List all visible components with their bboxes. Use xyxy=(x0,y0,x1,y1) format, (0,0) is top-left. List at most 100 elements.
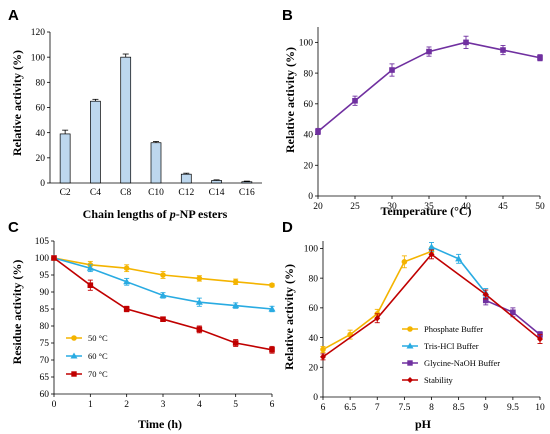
chart-c-series xyxy=(50,254,276,313)
chart-c-ytick-label: 95 xyxy=(40,271,50,281)
chart-c-point xyxy=(159,291,167,298)
chart-d-ytick-label: 100 xyxy=(304,245,319,255)
legend-label-glycine: Glycine-NaOH Buffer xyxy=(424,358,500,368)
chart-d-xlabel: pH xyxy=(415,417,432,431)
chart-c-legend: 50 °C 60 °C 70 °C xyxy=(66,333,108,379)
legend-label-stability: Stability xyxy=(424,375,454,385)
chart-c-ylabel: Residue activity (%) xyxy=(10,260,24,365)
chart-c-axes: 60 65 70 75 80 85 90 95 100 105 0 1 2 3 4 5 6 xyxy=(35,237,276,410)
chart-a-bar xyxy=(90,100,101,184)
chart-a-ytick-label: 40 xyxy=(36,129,46,139)
chart-d-xtick-label: 8.5 xyxy=(453,403,465,413)
chart-c-ytick-label: 80 xyxy=(40,322,50,332)
chart-d-series xyxy=(320,246,435,353)
chart-a-xtick-label: C2 xyxy=(60,188,71,198)
chart-b-ytick-label: 0 xyxy=(308,192,313,202)
chart-a-axes: 0 20 40 60 80 100 120 C2 C4 C8 C10 C12 C14 C16 xyxy=(31,28,262,198)
chart-c-point xyxy=(87,282,94,288)
chart-d-point xyxy=(428,251,435,258)
chart-d-series-line xyxy=(322,250,432,351)
panel-label-b: B xyxy=(282,7,293,24)
chart-d-series xyxy=(428,242,490,298)
chart-a-xtick-label: C16 xyxy=(239,188,255,198)
chart-c-ytick-label: 105 xyxy=(35,237,50,247)
legend-item-60c: 60 °C xyxy=(66,351,108,361)
chart-b-xtick-label: 45 xyxy=(498,202,508,212)
chart-b-xtick-label: 40 xyxy=(461,202,471,212)
chart-b-xtick-label: 20 xyxy=(313,202,323,212)
chart-d-ytick-label: 0 xyxy=(313,393,318,403)
chart-c-xtick-label: 1 xyxy=(88,400,93,410)
legend-marker-phosphate xyxy=(407,326,413,332)
chart-c-point xyxy=(269,282,275,289)
chart-b-xlabel: Temperature (°C) xyxy=(380,204,471,218)
chart-d-legend: Phosphate Buffer Tris-HCl Buffer Glycine… xyxy=(402,324,500,385)
chart-b-point xyxy=(537,54,543,61)
legend-marker-tris xyxy=(406,342,414,349)
chart-c-point xyxy=(123,265,130,272)
chart-d-axes: 0 20 40 60 80 100 6 6.5 7 7.5 8 8.5 9 9.5 10 xyxy=(304,241,545,413)
chart-d-xtick-label: 10 xyxy=(535,403,545,413)
legend-item-70c: 70 °C xyxy=(66,369,108,379)
chart-d-ytick-label: 40 xyxy=(309,334,319,344)
chart-a-ytick-label: 120 xyxy=(31,28,46,38)
chart-c-point xyxy=(195,298,203,305)
chart-a-ylabel: Relative activity (%) xyxy=(10,50,24,156)
panel-label-a: A xyxy=(8,7,19,24)
chart-d-xtick-label: 9 xyxy=(483,403,488,413)
chart-c-point xyxy=(232,340,239,346)
chart-d-ytick-label: 80 xyxy=(309,274,319,284)
chart-c-point xyxy=(196,275,203,282)
chart-b-xtick-label: 35 xyxy=(424,202,434,212)
chart-d-series xyxy=(320,249,543,361)
legend-label-50c: 50 °C xyxy=(88,333,108,343)
chart-a-bar xyxy=(120,56,132,184)
chart-b-ytick-label: 40 xyxy=(304,131,314,141)
chart-a-ytick-label: 0 xyxy=(40,179,45,189)
chart-d-point xyxy=(510,309,516,316)
chart-d-point xyxy=(482,291,489,298)
chart-d-point xyxy=(428,243,435,250)
legend-marker-70c xyxy=(71,371,77,377)
chart-a-xtick-label: C14 xyxy=(209,188,225,198)
legend-label-tris: Tris-HCl Buffer xyxy=(424,341,479,351)
chart-c-point xyxy=(123,278,131,285)
chart-b-series xyxy=(315,35,543,135)
chart-a-bar xyxy=(211,180,222,184)
chart-a-xtick-label: C8 xyxy=(120,188,131,198)
chart-c-ytick-label: 100 xyxy=(35,254,50,264)
chart-a-ytick-label: 80 xyxy=(36,79,46,89)
chart-d-point xyxy=(320,353,326,361)
chart-c-xtick-label: 0 xyxy=(52,400,57,410)
legend-item-tris: Tris-HCl Buffer xyxy=(402,341,479,351)
legend-item-50c: 50 °C xyxy=(66,333,108,343)
chart-a-ytick-label: 20 xyxy=(36,154,46,164)
chart-c-point xyxy=(268,305,276,312)
chart-d-point xyxy=(320,346,326,353)
chart-d-point xyxy=(482,297,489,304)
chart-c-point xyxy=(86,264,94,271)
chart-c-xtick-label: 2 xyxy=(124,400,129,410)
chart-c-xtick-label: 3 xyxy=(161,400,166,410)
chart-c-xtick-label: 4 xyxy=(197,400,202,410)
chart-c-series xyxy=(51,255,275,354)
chart-c-ytick-label: 65 xyxy=(40,373,50,383)
chart-a-ytick-label: 100 xyxy=(31,53,46,63)
panel-label-c: C xyxy=(8,219,19,236)
chart-d-point xyxy=(401,259,408,265)
chart-c-point xyxy=(160,272,166,278)
legend-label-70c: 70 °C xyxy=(88,369,108,379)
chart-d-xtick-label: 8 xyxy=(429,403,434,413)
chart-c-series xyxy=(51,255,275,289)
chart-b-ytick-label: 20 xyxy=(304,161,314,171)
chart-d-ytick-label: 60 xyxy=(309,304,319,314)
chart-d-point xyxy=(455,255,463,262)
chart-b-xtick-label: 25 xyxy=(350,202,360,212)
legend-marker-60c xyxy=(70,352,78,359)
chart-d-xtick-label: 9.5 xyxy=(507,403,519,413)
chart-c-point xyxy=(196,326,203,333)
chart-a-xlabel: Chain lengths of p-NP esters xyxy=(83,207,228,221)
chart-c-ytick-label: 70 xyxy=(40,356,50,366)
